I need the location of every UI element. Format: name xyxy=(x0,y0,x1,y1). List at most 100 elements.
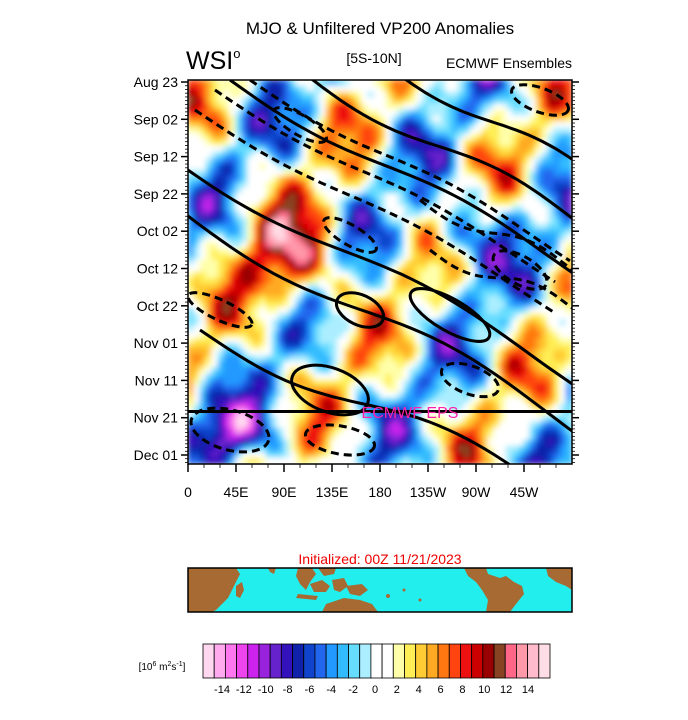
heatmap-cell xyxy=(295,115,303,123)
heatmap-cell xyxy=(421,91,429,99)
heatmap-cell xyxy=(439,151,447,159)
heatmap-cell xyxy=(235,403,243,411)
mjo-contour-positive xyxy=(408,287,492,343)
heatmap-cell xyxy=(211,235,219,243)
colorbar-swatch xyxy=(224,643,237,679)
heatmap-cell xyxy=(547,433,555,441)
heatmap-cell xyxy=(553,241,561,249)
heatmap-cell xyxy=(271,103,279,111)
heatmap-cell xyxy=(355,445,363,453)
heatmap-cell xyxy=(373,421,381,429)
heatmap-cell xyxy=(295,91,303,99)
heatmap-cell xyxy=(295,373,303,381)
heatmap-cell xyxy=(385,80,393,87)
heatmap-cell xyxy=(199,199,207,207)
heatmap-cell xyxy=(199,361,207,369)
heatmap-cell xyxy=(421,109,429,117)
heatmap-cell xyxy=(463,163,471,171)
heatmap-cell xyxy=(511,169,519,177)
heatmap-cell xyxy=(241,307,249,315)
heatmap-cell xyxy=(487,187,495,195)
heatmap-cell xyxy=(379,169,387,177)
heatmap-cell xyxy=(559,415,567,423)
heatmap-cell xyxy=(505,229,513,237)
heatmap-cell xyxy=(511,133,519,141)
heatmap-cell xyxy=(391,199,399,207)
heatmap-cell xyxy=(457,211,465,219)
heatmap-cell xyxy=(397,403,405,411)
heatmap-cell xyxy=(241,199,249,207)
heatmap-cell xyxy=(445,115,453,123)
heatmap-cell xyxy=(337,349,345,357)
heatmap-cell xyxy=(421,211,429,219)
heatmap-cell xyxy=(403,361,411,369)
heatmap-cell xyxy=(289,433,297,441)
heatmap-cell xyxy=(463,325,471,333)
heatmap-cell xyxy=(349,85,357,93)
heatmap-cell xyxy=(517,181,525,189)
y-tick-label: Nov 21 xyxy=(134,410,179,426)
heatmap-cell xyxy=(205,253,213,261)
heatmap-cell xyxy=(517,265,525,273)
heatmap-cell xyxy=(229,127,237,135)
heatmap-cell xyxy=(277,271,285,279)
heatmap-cell xyxy=(517,379,525,387)
heatmap-cell xyxy=(505,403,513,411)
heatmap-cell xyxy=(517,241,525,249)
heatmap-cell xyxy=(469,265,477,273)
heatmap-cell xyxy=(397,103,405,111)
heatmap-cell xyxy=(193,283,201,291)
heatmap-cell xyxy=(301,283,309,291)
heatmap-cell xyxy=(481,205,489,213)
heatmap-cell xyxy=(523,217,531,225)
heatmap-cell xyxy=(379,217,387,225)
heatmap-cell xyxy=(523,457,531,464)
heatmap-cell xyxy=(283,241,291,249)
heatmap-cell xyxy=(265,349,273,357)
heatmap-cell xyxy=(271,283,279,291)
heatmap-cell xyxy=(205,349,213,357)
heatmap-cell xyxy=(463,397,471,405)
heatmap-cell xyxy=(487,379,495,387)
y-tick-label: Oct 02 xyxy=(137,223,178,239)
heatmap-cell xyxy=(289,133,297,141)
heatmap-cell xyxy=(241,127,249,135)
heatmap-cell xyxy=(188,331,195,339)
heatmap-cell xyxy=(188,91,195,99)
heatmap-cell xyxy=(253,199,261,207)
heatmap-cell xyxy=(559,367,567,375)
heatmap-cell xyxy=(565,241,572,249)
heatmap-cell xyxy=(223,91,231,99)
heatmap-cell xyxy=(535,379,543,387)
heatmap-cell xyxy=(565,91,572,99)
heatmap-cell xyxy=(373,319,381,327)
heatmap-cell xyxy=(385,439,393,447)
heatmap-cell xyxy=(565,331,572,339)
heatmap-cell xyxy=(331,355,339,363)
heatmap-cell xyxy=(475,217,483,225)
heatmap-cell xyxy=(463,367,471,375)
heatmap-cell xyxy=(415,277,423,285)
heatmap-cell xyxy=(271,403,279,411)
heatmap-cell xyxy=(259,289,267,297)
heatmap-cell xyxy=(457,283,465,291)
heatmap-cell xyxy=(188,367,195,375)
heatmap-cell xyxy=(295,325,303,333)
heatmap-cell xyxy=(511,337,519,345)
heatmap-cell xyxy=(475,241,483,249)
heatmap-cell xyxy=(523,355,531,363)
colorbar-swatch xyxy=(314,643,327,679)
heatmap-cell xyxy=(451,415,459,423)
heatmap-cell xyxy=(188,217,195,225)
heatmap-cell xyxy=(343,265,351,273)
heatmap-cell xyxy=(487,217,495,225)
heatmap-cell xyxy=(211,247,219,255)
heatmap-cell xyxy=(379,349,387,357)
heatmap-cell xyxy=(403,199,411,207)
heatmap-cell xyxy=(529,337,537,345)
heatmap-cell xyxy=(391,85,399,93)
heatmap-cell xyxy=(439,301,447,309)
heatmap-cell xyxy=(295,199,303,207)
heatmap-cell xyxy=(259,307,267,315)
heatmap-cell xyxy=(349,403,357,411)
